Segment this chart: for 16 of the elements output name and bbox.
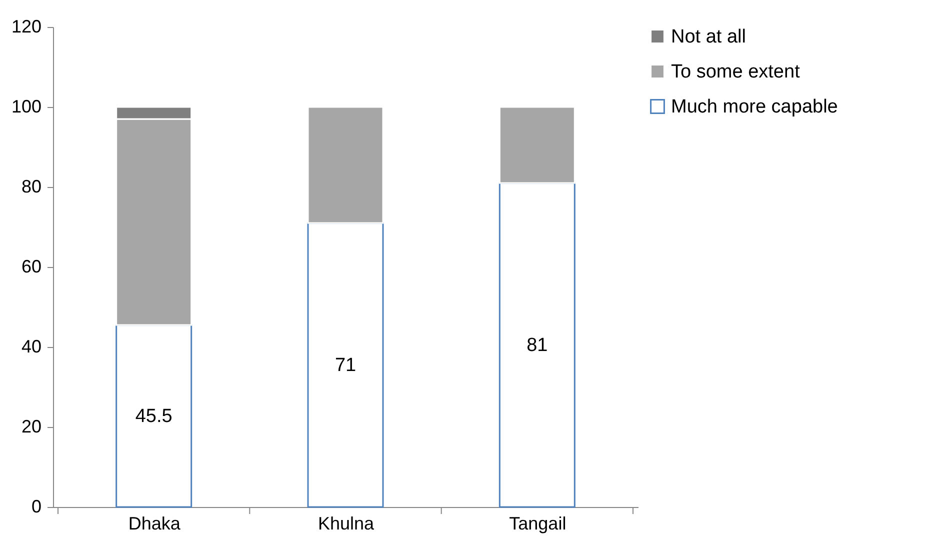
data-label: 71	[334, 355, 356, 376]
y-tick-label: 80	[21, 176, 42, 196]
y-tick-label: 120	[11, 16, 42, 36]
data-label: 81	[526, 335, 548, 356]
legend-label: To some extent	[671, 62, 801, 82]
x-tick-label: Dhaka	[128, 514, 182, 534]
data-label: 45.5	[135, 406, 172, 427]
y-tick-label: 0	[31, 496, 42, 516]
y-tick-label: 40	[21, 336, 42, 356]
legend-label: Not at all	[671, 26, 746, 48]
y-tick-label: 60	[21, 256, 42, 276]
y-tick-label: 100	[11, 96, 42, 116]
x-tick-label: Khulna	[318, 514, 376, 534]
y-tick-label: 20	[21, 416, 42, 436]
legend-label: Much more capable	[671, 96, 838, 118]
x-tick-label: Tangail	[509, 514, 566, 534]
